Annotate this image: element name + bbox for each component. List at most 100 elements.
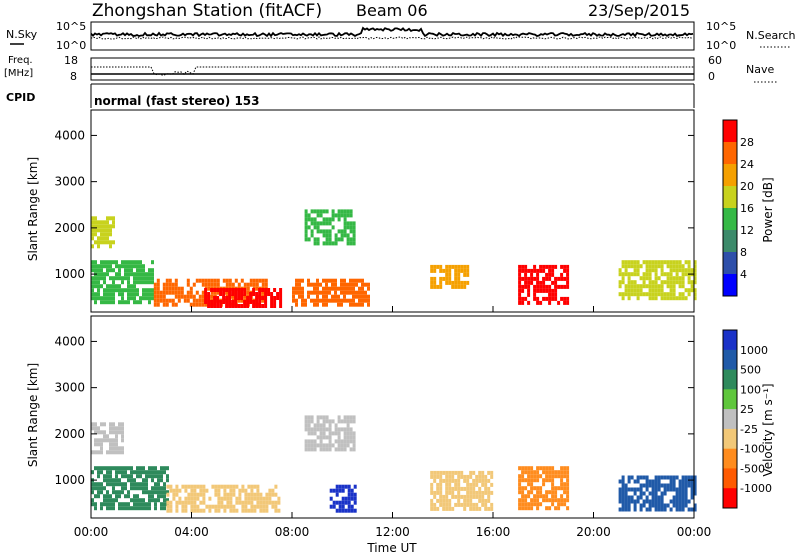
heatmap-cell [106, 474, 109, 479]
heatmap-cell [672, 479, 676, 484]
heatmap-cell [304, 209, 308, 214]
heatmap-cell [530, 502, 534, 507]
heatmap-cell [469, 474, 473, 479]
heatmap-cell [103, 300, 106, 305]
heatmap-cell [545, 490, 549, 495]
heatmap-cell [322, 233, 326, 238]
range-tick-label: 2000 [54, 427, 85, 441]
heatmap-cell [328, 241, 332, 246]
heatmap-cell [621, 475, 625, 480]
heatmap-cell [313, 431, 317, 436]
heatmap-cell [130, 284, 133, 289]
heatmap-cell [202, 488, 206, 493]
heatmap-cell [430, 502, 434, 507]
heatmap-cell [273, 300, 277, 304]
heatmap-cell [100, 466, 103, 471]
heatmap-cell [213, 296, 217, 300]
heatmap-cell [195, 290, 199, 295]
heatmap-cell [367, 298, 370, 303]
heatmap-cell [675, 475, 679, 480]
heatmap-cell [560, 502, 564, 507]
heatmap-cell [548, 284, 552, 289]
heatmap-cell [693, 292, 697, 297]
heatmap-cell [660, 491, 664, 496]
heatmap-cell [118, 268, 121, 273]
heatmap-cell [343, 431, 347, 436]
heatmap-cell [151, 292, 154, 297]
heatmap-cell [660, 499, 664, 504]
heatmap-cell [349, 237, 353, 242]
heatmap-cell [334, 282, 337, 287]
nsky-trace [90, 26, 694, 38]
heatmap-cell [361, 294, 364, 299]
heatmap-cell [660, 507, 664, 512]
heatmap-cell [530, 280, 534, 285]
heatmap-cell [241, 484, 245, 489]
heatmap-cell [430, 506, 434, 511]
heatmap-cell [162, 282, 166, 287]
heatmap-cell [663, 260, 667, 265]
heatmap-cell [663, 503, 667, 508]
heatmap-cell [148, 300, 151, 305]
heatmap-cell [527, 292, 531, 297]
heatmap-cell [551, 296, 555, 301]
heatmap-cell [433, 474, 437, 479]
heatmap-cell [313, 221, 317, 226]
velocity-heatmap [91, 415, 697, 513]
heatmap-cell [235, 484, 239, 489]
heatmap-cell [663, 280, 667, 285]
heatmap-cell [551, 502, 555, 507]
heatmap-cell [136, 276, 139, 281]
heatmap-cell [563, 482, 567, 487]
heatmap-cell [361, 282, 364, 287]
heatmap-cell [442, 276, 446, 281]
heatmap-cell [678, 276, 682, 281]
heatmap-cell [121, 474, 124, 479]
heatmap-cell [633, 503, 637, 508]
heatmap-cell [109, 438, 112, 443]
heatmap-cell [106, 450, 109, 455]
heatmap-cell [225, 296, 229, 300]
heatmap-cell [109, 482, 112, 487]
heatmap-cell [545, 296, 549, 301]
heatmap-cell [100, 450, 103, 455]
heatmap-cell [693, 483, 697, 488]
heatmap-cell [618, 507, 622, 512]
heatmap-cell [255, 278, 259, 283]
heatmap-cell [672, 276, 676, 281]
heatmap-cell [94, 296, 97, 301]
time-tick-label: 20:00 [576, 525, 611, 539]
heatmap-cell [439, 470, 443, 475]
heatmap-cell [229, 504, 233, 509]
heatmap-cell [109, 470, 112, 475]
heatmap-cell [156, 290, 160, 295]
heatmap-cell [279, 300, 283, 304]
heatmap-cell [325, 286, 328, 291]
heatmap-cell [103, 260, 106, 265]
heatmap-cell [112, 288, 115, 293]
heatmap-cell [115, 470, 118, 475]
heatmap-cell [190, 504, 194, 509]
heatmap-cell [645, 284, 649, 289]
heatmap-cell [94, 284, 97, 289]
heatmap-cell [448, 498, 452, 503]
heatmap-cell [521, 296, 525, 301]
heatmap-cell [645, 276, 649, 281]
heatmap-cell [199, 508, 203, 513]
heatmap-cell [307, 427, 311, 432]
heatmap-cell [214, 488, 218, 493]
heatmap-cell [478, 474, 482, 479]
heatmap-cell [225, 290, 229, 295]
heatmap-cell [343, 213, 347, 218]
heatmap-cell [349, 229, 353, 234]
heatmap-cell [177, 290, 181, 295]
heatmap-cell [687, 499, 691, 504]
heatmap-cell [139, 498, 142, 503]
heatmap-cell [624, 264, 628, 269]
heatmap-cell [163, 506, 166, 511]
heatmap-cell [157, 482, 160, 487]
heatmap-cell [112, 280, 115, 285]
heatmap-cell [279, 296, 283, 300]
heatmap-cell [304, 302, 307, 307]
heatmap-cell [340, 427, 344, 432]
